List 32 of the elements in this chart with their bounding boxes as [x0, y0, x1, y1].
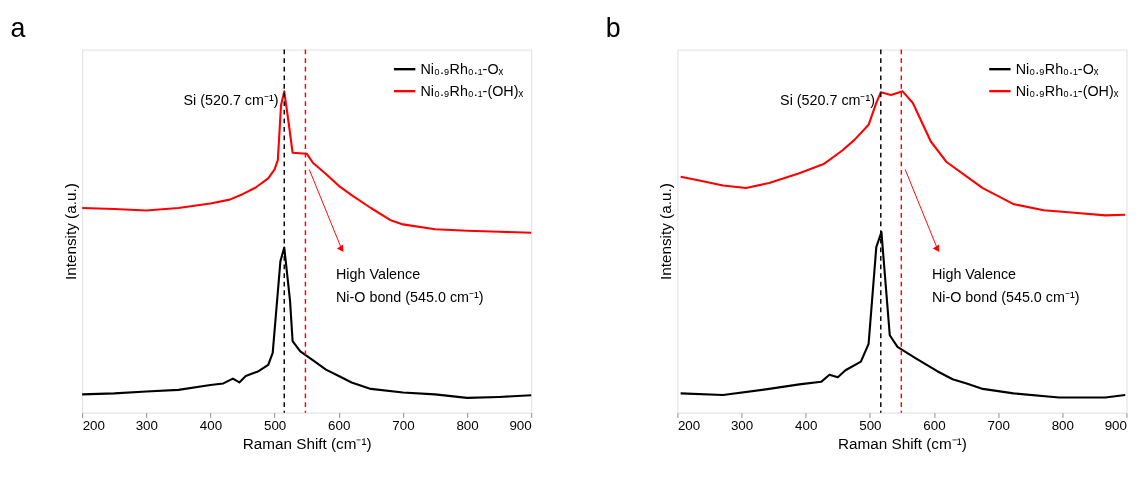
x-tick-label: 800: [1051, 418, 1074, 434]
x-tick-label: 900: [1104, 418, 1127, 434]
legend-label: Ni₀.₉Rh₀.₁-(OH)ₓ: [420, 82, 524, 99]
x-tick-label: 200: [82, 418, 105, 434]
x-tick-label: 300: [135, 418, 158, 434]
x-axis-title: Raman Shift (cm⁻¹): [838, 435, 967, 453]
annotation: Si (520.7 cm⁻¹): [780, 92, 876, 109]
legend-label: Ni₀.₉Rh₀.₁-Oₓ: [1015, 60, 1099, 77]
x-tick-label: 600: [328, 418, 351, 434]
x-axis-title: Raman Shift (cm⁻¹): [242, 435, 372, 453]
annotation: Ni-O bond (545.0 cm⁻¹): [336, 289, 484, 306]
x-tick-label: 700: [392, 418, 415, 434]
x-tick-label: 900: [509, 418, 532, 434]
chart-title: b: [605, 13, 621, 44]
x-tick-label: 400: [795, 418, 818, 434]
x-tick-label: 500: [859, 418, 882, 434]
annotation: Si (520.7 cm⁻¹): [183, 92, 279, 109]
x-tick-label: 400: [199, 418, 223, 434]
x-tick-label: 600: [923, 418, 946, 434]
annotation: High Valence: [931, 266, 1017, 283]
x-tick-label: 500: [263, 418, 287, 434]
y-axis-title: Intensity (a.u.): [61, 183, 79, 280]
x-tick-label: 200: [677, 418, 701, 434]
x-tick-label: 300: [730, 418, 754, 434]
annotation: Ni-O bond (545.0 cm⁻¹): [931, 289, 1080, 306]
x-tick-label: 700: [987, 418, 1010, 434]
x-tick-label: 800: [456, 418, 479, 434]
annotation: High Valence: [336, 266, 421, 283]
chart-title: a: [10, 13, 26, 44]
legend-label: Ni₀.₉Rh₀.₁-(OH)ₓ: [1015, 82, 1119, 99]
y-axis-title: Intensity (a.u.): [657, 183, 675, 280]
legend-label: Ni₀.₉Rh₀.₁-Oₓ: [420, 60, 504, 77]
